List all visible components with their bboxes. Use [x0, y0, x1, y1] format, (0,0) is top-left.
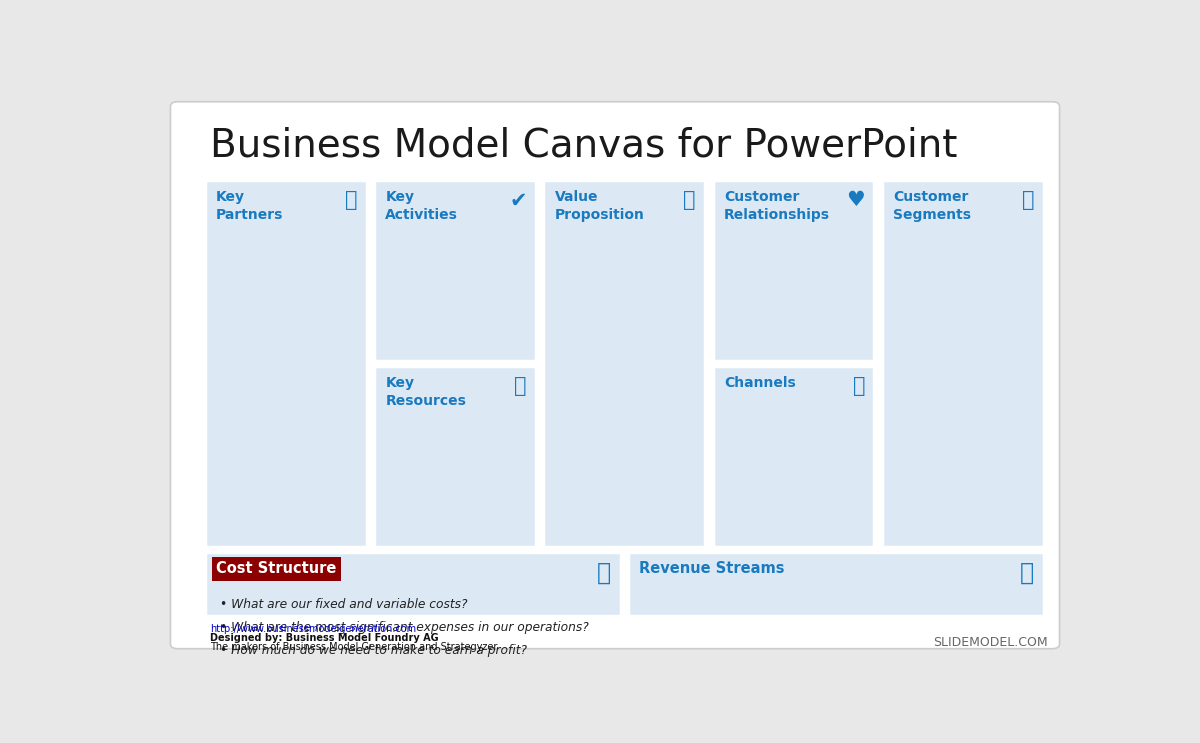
- Text: 🔗: 🔗: [344, 190, 358, 210]
- FancyBboxPatch shape: [205, 180, 367, 548]
- FancyBboxPatch shape: [882, 180, 1044, 548]
- Text: Customer
Relationships: Customer Relationships: [724, 190, 830, 221]
- Text: 👥: 👥: [1022, 190, 1034, 210]
- FancyBboxPatch shape: [374, 366, 536, 548]
- FancyBboxPatch shape: [713, 366, 875, 548]
- Text: Value
Proposition: Value Proposition: [554, 190, 644, 221]
- Text: 🚚: 🚚: [853, 377, 865, 396]
- Text: Key
Activities: Key Activities: [385, 190, 458, 221]
- Text: • What are the most significant expenses in our operations?: • What are the most significant expenses…: [220, 621, 588, 635]
- FancyBboxPatch shape: [170, 102, 1060, 649]
- Text: SLIDEMODEL.COM: SLIDEMODEL.COM: [932, 636, 1048, 649]
- Text: ♥: ♥: [846, 190, 865, 210]
- Text: 💰: 💰: [1020, 561, 1034, 585]
- Text: Designed by: Business Model Foundry AG: Designed by: Business Model Foundry AG: [210, 633, 439, 643]
- Text: Business Model Canvas for PowerPoint: Business Model Canvas for PowerPoint: [210, 126, 958, 164]
- Text: Revenue Streams: Revenue Streams: [640, 561, 785, 576]
- FancyBboxPatch shape: [628, 552, 1044, 616]
- Text: The makers of Business Model Generation and Strategyzer: The makers of Business Model Generation …: [210, 642, 498, 652]
- Text: • What are our fixed and variable costs?: • What are our fixed and variable costs?: [220, 598, 467, 611]
- Text: http://www.businessmodelgeneration.com: http://www.businessmodelgeneration.com: [210, 624, 416, 634]
- Text: 🏭: 🏭: [514, 377, 527, 396]
- Text: 🏷: 🏷: [598, 561, 611, 585]
- FancyBboxPatch shape: [713, 180, 875, 362]
- Text: Key
Partners: Key Partners: [216, 190, 283, 221]
- Text: Channels: Channels: [724, 377, 796, 390]
- Text: ✔: ✔: [509, 190, 527, 210]
- Text: 🎁: 🎁: [684, 190, 696, 210]
- Text: Key
Resources: Key Resources: [385, 377, 466, 408]
- Text: Cost Structure: Cost Structure: [216, 561, 336, 576]
- FancyBboxPatch shape: [374, 180, 536, 362]
- Text: Customer
Segments: Customer Segments: [893, 190, 971, 221]
- Text: • How much do we need to make to earn a profit?: • How much do we need to make to earn a …: [220, 644, 527, 657]
- FancyBboxPatch shape: [205, 552, 620, 616]
- FancyBboxPatch shape: [544, 180, 706, 548]
